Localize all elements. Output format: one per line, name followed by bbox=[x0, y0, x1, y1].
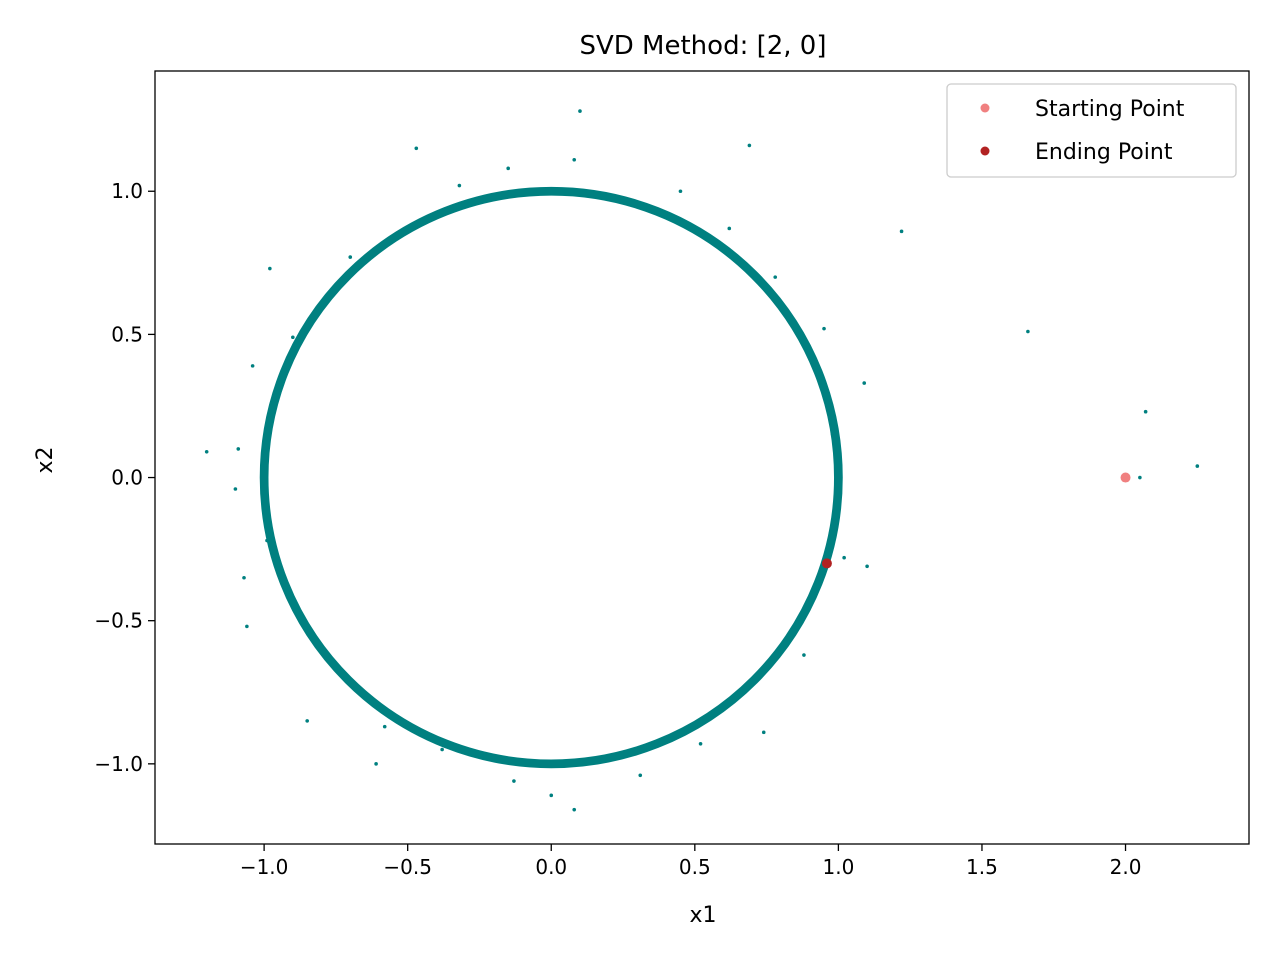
legend: Starting Point Ending Point bbox=[946, 83, 1237, 178]
legend-ending-point-label: Ending Point bbox=[1035, 140, 1173, 165]
y-tick-label: −0.5 bbox=[94, 609, 143, 633]
trajectory-point bbox=[233, 487, 238, 491]
x-tick-label: 2.0 bbox=[1110, 855, 1142, 879]
axes-frame bbox=[154, 70, 1250, 845]
trajectory-point bbox=[727, 226, 732, 231]
y-axis-label: x2 bbox=[33, 446, 58, 473]
trajectory-point bbox=[245, 624, 249, 629]
trajectory-point bbox=[250, 364, 255, 368]
trajectory-point bbox=[506, 166, 510, 171]
trajectory-point bbox=[291, 335, 295, 340]
y-tick-label: 0.5 bbox=[111, 322, 143, 346]
trajectory-point bbox=[1143, 409, 1148, 414]
x-tick-label: 1.0 bbox=[822, 855, 854, 879]
trajectory-point bbox=[822, 326, 826, 331]
trajectory-point bbox=[802, 653, 806, 657]
x-axis-label: x1 bbox=[689, 903, 716, 928]
x-tick-label: 0.0 bbox=[535, 855, 567, 879]
trajectory-point bbox=[572, 157, 577, 162]
legend-starting-point-label: Starting Point bbox=[1035, 97, 1185, 122]
y-tick-label: 1.0 bbox=[111, 179, 143, 203]
trajectory-point bbox=[698, 741, 703, 746]
trajectory-point bbox=[862, 381, 867, 385]
trajectory-ring-band bbox=[259, 186, 843, 769]
trajectory-point bbox=[830, 432, 835, 437]
legend-starting-point-marker bbox=[980, 103, 990, 113]
trajectory-point bbox=[242, 575, 246, 580]
trajectory-point bbox=[1138, 475, 1142, 480]
trajectory-point bbox=[414, 146, 419, 151]
trajectory-point bbox=[572, 807, 577, 812]
trajectory-point bbox=[761, 730, 766, 735]
x-tick-label: −0.5 bbox=[383, 855, 432, 879]
start-end-markers bbox=[821, 472, 1131, 569]
starting-point-marker bbox=[1120, 472, 1131, 483]
x-tick-label: 1.5 bbox=[966, 855, 998, 879]
trajectory-point bbox=[1026, 329, 1030, 334]
x-tick-label: 0.5 bbox=[679, 855, 711, 879]
trajectory-point bbox=[747, 143, 752, 148]
trajectory-point bbox=[549, 793, 554, 798]
y-axis-ticks: −1.0 −0.5 0.0 0.5 1.0 bbox=[94, 179, 155, 776]
trajectory-point bbox=[865, 564, 869, 569]
plot-area bbox=[204, 109, 1200, 812]
trajectory-point bbox=[773, 275, 778, 279]
trajectory-point bbox=[382, 724, 387, 729]
legend-box bbox=[946, 83, 1237, 178]
trajectory-point bbox=[268, 266, 272, 271]
trajectory-point bbox=[842, 555, 846, 560]
x-tick-label: −1.0 bbox=[240, 855, 289, 879]
trajectory-point bbox=[348, 255, 353, 259]
trajectory-point bbox=[512, 779, 516, 783]
trajectory-point bbox=[305, 719, 309, 723]
ending-point-marker bbox=[821, 558, 832, 569]
trajectory-point bbox=[440, 747, 444, 752]
trajectory-point bbox=[638, 773, 643, 778]
trajectory-points bbox=[204, 109, 1200, 812]
trajectory-point bbox=[457, 183, 462, 188]
trajectory-point bbox=[678, 189, 683, 194]
trajectory-point bbox=[899, 229, 904, 234]
y-tick-label: −1.0 bbox=[94, 752, 143, 776]
x-axis-ticks: −1.0 −0.5 0.0 0.5 1.0 1.5 2.0 bbox=[240, 844, 1142, 879]
chart-title: SVD Method: [2, 0] bbox=[579, 31, 826, 61]
trajectory-point bbox=[204, 449, 209, 454]
trajectory-point bbox=[1195, 464, 1200, 468]
trajectory-ring bbox=[259, 186, 843, 769]
y-tick-label: 0.0 bbox=[111, 466, 143, 490]
trajectory-point bbox=[374, 762, 378, 766]
legend-ending-point-marker bbox=[980, 146, 990, 156]
trajectory-point bbox=[578, 109, 582, 113]
trajectory-point bbox=[236, 447, 241, 451]
trajectory-point bbox=[265, 538, 269, 543]
